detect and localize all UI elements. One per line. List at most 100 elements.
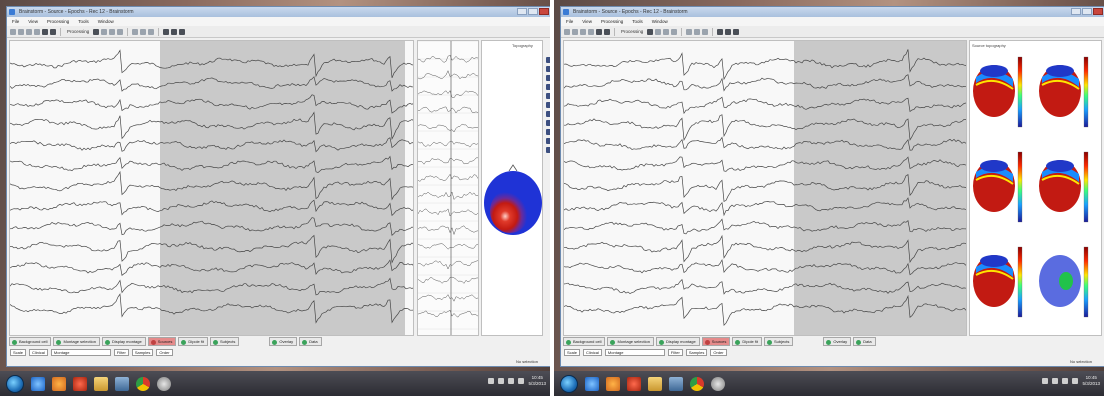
browser-icon[interactable] — [31, 376, 45, 391]
open-icon[interactable] — [10, 28, 16, 35]
redo-icon[interactable] — [34, 28, 40, 35]
tray-icon[interactable] — [488, 378, 495, 384]
menu-file[interactable]: File — [566, 19, 574, 24]
tray-icon[interactable] — [1042, 378, 1049, 384]
settings-icon[interactable] — [711, 376, 725, 391]
open-icon[interactable] — [564, 28, 570, 35]
media-icon[interactable] — [606, 376, 620, 391]
tab-background-cell[interactable]: Background cell — [563, 337, 606, 346]
tab-display-montage[interactable]: Display montage — [101, 337, 146, 346]
order-field[interactable]: Order — [156, 349, 173, 356]
maximize-button[interactable] — [528, 8, 538, 15]
tab-montage-selection[interactable]: Montage selection — [53, 337, 100, 346]
save-icon[interactable] — [572, 28, 578, 35]
tab-subjects[interactable]: Subjects — [209, 337, 240, 346]
menu-tools[interactable]: Tools — [78, 19, 89, 24]
print-icon[interactable] — [171, 28, 178, 35]
folder-icon[interactable] — [94, 376, 108, 391]
menu-view[interactable]: View — [28, 19, 38, 24]
scale-select[interactable]: Scale — [564, 349, 581, 356]
tab-display-montage[interactable]: Display montage — [655, 337, 700, 346]
tray-icon[interactable] — [1052, 378, 1059, 384]
layout-icon[interactable] — [671, 28, 678, 35]
clock[interactable]: 10:45 5/3/2013 — [1082, 375, 1100, 387]
menu-processing[interactable]: Processing — [600, 19, 624, 24]
view-front-icon[interactable] — [545, 111, 550, 117]
layout-icon[interactable] — [117, 28, 124, 35]
minimize-button[interactable] — [1071, 8, 1081, 15]
tab-sources[interactable]: Sources — [147, 337, 177, 346]
close-button[interactable] — [1093, 8, 1103, 15]
butterfly-waveform-panel[interactable] — [417, 40, 479, 336]
tray-icon[interactable] — [498, 378, 505, 384]
settings-icon[interactable] — [101, 28, 108, 35]
filter-icon[interactable] — [647, 28, 654, 35]
filter-select[interactable]: Filter — [113, 349, 129, 356]
tab-overlay[interactable]: Overlay — [823, 337, 852, 346]
app-icon[interactable] — [73, 376, 87, 391]
maximize-button[interactable] — [1082, 8, 1092, 15]
zoom-icon[interactable] — [50, 28, 56, 35]
chrome-icon[interactable] — [136, 376, 150, 391]
minimize-button[interactable] — [517, 8, 527, 15]
scale-select[interactable]: Scale — [10, 349, 27, 356]
marker-icon[interactable] — [148, 28, 155, 35]
clinical-select[interactable]: Clinical — [583, 349, 602, 356]
clinical-select[interactable]: Clinical — [29, 349, 48, 356]
window-icon[interactable] — [115, 376, 129, 391]
forward-icon[interactable] — [694, 28, 701, 35]
montage-select[interactable]: Montage — [50, 349, 111, 356]
view-top-icon[interactable] — [545, 84, 550, 90]
view-right-icon[interactable] — [545, 102, 550, 108]
samples-field[interactable]: Samples — [685, 349, 708, 356]
view-left-icon[interactable] — [545, 93, 550, 99]
play-icon[interactable] — [132, 28, 139, 35]
marker-icon[interactable] — [702, 28, 709, 35]
play-icon[interactable] — [686, 28, 693, 35]
export-icon[interactable] — [733, 28, 740, 35]
topomap-grid[interactable] — [970, 41, 1102, 336]
tab-overlay[interactable]: Overlay — [269, 337, 298, 346]
undo-icon[interactable] — [26, 28, 32, 35]
config-icon[interactable] — [545, 138, 550, 144]
menu-tools[interactable]: Tools — [632, 19, 643, 24]
order-field[interactable]: Order — [710, 349, 727, 356]
menu-file[interactable]: File — [12, 19, 20, 24]
window-icon[interactable] — [669, 376, 683, 391]
tab-subjects[interactable]: Subjects — [763, 337, 794, 346]
filter-icon[interactable] — [93, 28, 100, 35]
colormap-icon[interactable] — [545, 120, 550, 126]
close-button[interactable] — [539, 8, 549, 15]
chrome-icon[interactable] — [690, 376, 704, 391]
zoom-out-icon[interactable] — [545, 75, 550, 81]
volume-icon[interactable] — [1072, 378, 1079, 384]
eeg-trace-view[interactable] — [9, 40, 414, 336]
start-button[interactable] — [6, 374, 24, 393]
grid-icon[interactable] — [663, 28, 670, 35]
network-icon[interactable] — [508, 378, 515, 384]
network-icon[interactable] — [1062, 378, 1069, 384]
tab-dipole-fit[interactable]: Dipole fit — [178, 337, 208, 346]
undo-icon[interactable] — [580, 28, 586, 35]
redo-icon[interactable] — [588, 28, 594, 35]
processing-label[interactable]: Processing — [621, 29, 644, 34]
rotate-icon[interactable] — [545, 57, 550, 63]
settings-icon[interactable] — [655, 28, 662, 35]
export-icon[interactable] — [179, 28, 186, 35]
snapshot-icon[interactable] — [545, 129, 550, 135]
reset-icon[interactable] — [545, 147, 550, 153]
filter-select[interactable]: Filter — [667, 349, 683, 356]
processing-label[interactable]: Processing — [67, 29, 90, 34]
zoom-icon[interactable] — [604, 28, 610, 35]
montage-select[interactable]: Montage — [604, 349, 665, 356]
cursor-icon[interactable] — [42, 28, 48, 35]
menu-processing[interactable]: Processing — [46, 19, 70, 24]
app-icon[interactable] — [627, 376, 641, 391]
cursor-icon[interactable] — [596, 28, 602, 35]
eeg-trace-view[interactable] — [563, 40, 967, 336]
tab-background-cell[interactable]: Background cell — [9, 337, 52, 346]
tab-montage-selection[interactable]: Montage selection — [607, 337, 654, 346]
clock[interactable]: 10:45 5/3/2013 — [528, 375, 546, 387]
media-icon[interactable] — [52, 376, 66, 391]
settings-icon[interactable] — [157, 376, 171, 391]
